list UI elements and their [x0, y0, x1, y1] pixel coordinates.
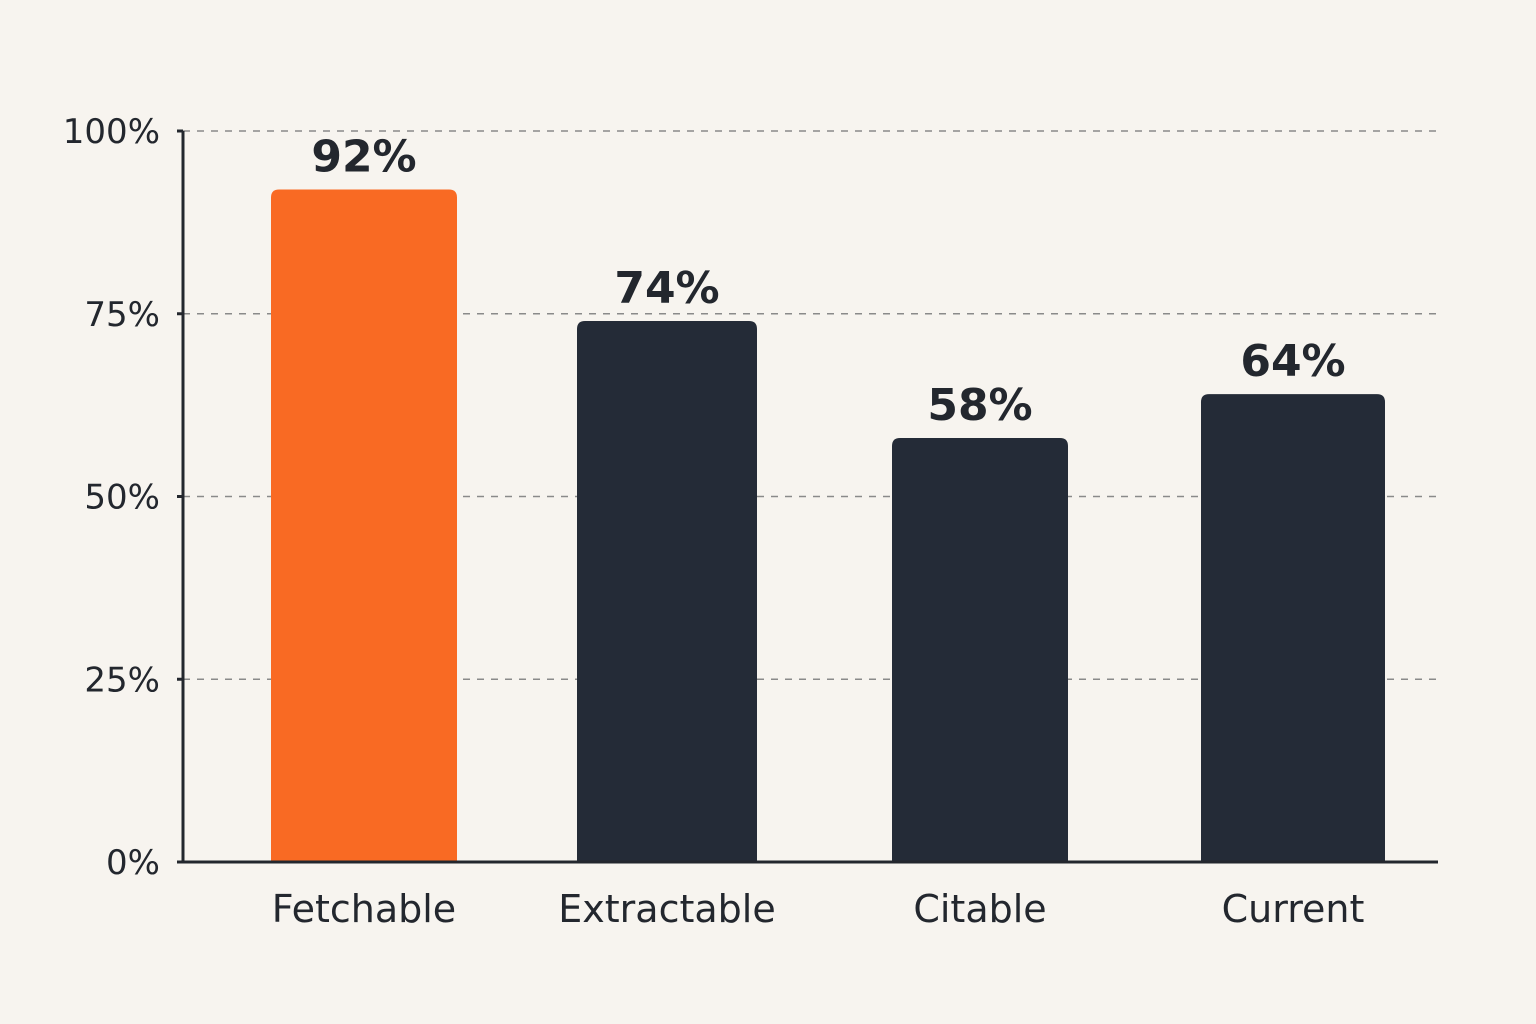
- data-label: 92%: [311, 131, 416, 182]
- bar-current: [1201, 394, 1385, 862]
- x-tick-label: Extractable: [558, 887, 775, 931]
- bar-citable: [892, 438, 1068, 862]
- x-tick-label: Current: [1222, 887, 1365, 931]
- y-tick-label: 25%: [84, 660, 160, 700]
- data-label: 74%: [614, 263, 719, 314]
- data-label: 58%: [927, 380, 1032, 431]
- y-tick-label: 0%: [106, 843, 160, 883]
- x-tick-label: Citable: [913, 887, 1046, 931]
- axes: [177, 129, 1438, 864]
- labels: 0% 25% 50% 75% 100% 92% Fetchable 74% Extractabl…: [63, 112, 1365, 931]
- y-tick-label: 50%: [84, 478, 160, 518]
- x-tick-label: Fetchable: [272, 887, 456, 931]
- y-tick-label: 100%: [63, 112, 160, 152]
- data-label: 64%: [1240, 336, 1345, 387]
- bars: [271, 189, 1385, 863]
- bar-extractable: [577, 321, 757, 862]
- bar-fetchable: [271, 189, 457, 863]
- y-tick-label: 75%: [84, 295, 160, 335]
